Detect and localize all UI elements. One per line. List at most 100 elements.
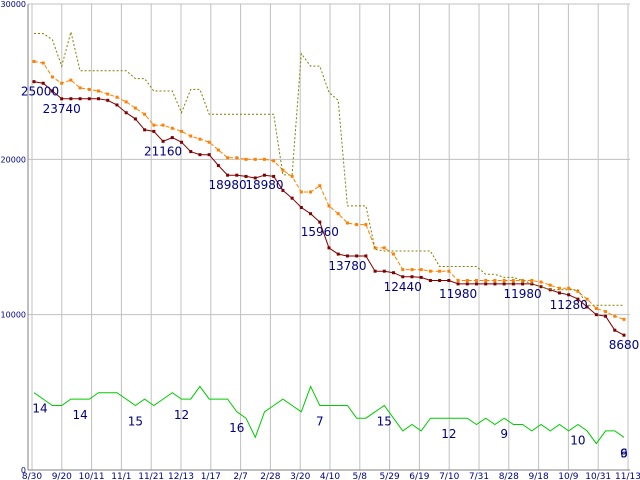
data-point (594, 306, 598, 310)
x-tick-label: 10/31 (585, 472, 611, 480)
data-point (198, 153, 202, 157)
data-point (87, 97, 91, 101)
x-tick-label: 6/19 (409, 472, 429, 480)
data-point (401, 268, 405, 272)
data-point (419, 275, 423, 279)
data-point (493, 282, 497, 286)
data-point (152, 129, 156, 133)
data-point (382, 246, 386, 250)
data-point (382, 269, 386, 273)
data-point (622, 333, 626, 337)
data-label: 12 (174, 408, 189, 422)
data-point (539, 280, 543, 284)
data-point (410, 275, 414, 279)
data-point (87, 87, 91, 91)
data-point (106, 98, 110, 102)
data-label: 25000 (21, 85, 59, 99)
data-label: 14 (72, 408, 87, 422)
data-point (143, 128, 147, 132)
data-label: 13780 (328, 259, 366, 273)
x-tick-label: 11/21 (138, 472, 164, 480)
data-label: 14 (32, 402, 47, 416)
data-point (604, 310, 608, 314)
data-point (401, 275, 405, 279)
data-point (78, 86, 82, 90)
data-point (124, 100, 128, 104)
data-label: 15 (128, 414, 143, 428)
data-point (299, 190, 303, 194)
data-point (290, 196, 294, 200)
data-point (539, 285, 543, 289)
data-point (309, 212, 313, 216)
data-point (133, 117, 137, 121)
data-label: 6 (620, 446, 628, 460)
data-label: 7 (316, 414, 324, 428)
x-tick-label: 10/11 (79, 472, 105, 480)
x-tick-label: 12/13 (168, 472, 194, 480)
data-label: 15 (377, 414, 392, 428)
data-point (604, 314, 608, 318)
data-point (345, 221, 349, 225)
data-point (198, 137, 202, 141)
x-tick-label: 11/13 (615, 472, 640, 480)
data-point (299, 205, 303, 209)
y-tick-label: 10000 (1, 311, 26, 320)
data-point (189, 150, 193, 154)
data-point (170, 126, 174, 130)
x-tick-label: 5/8 (353, 472, 368, 480)
data-label: 15960 (301, 225, 339, 239)
x-tick-label: 3/20 (290, 472, 310, 480)
data-label: 8680 (609, 338, 640, 352)
data-point (281, 188, 285, 192)
data-point (428, 269, 432, 273)
data-point (235, 173, 239, 177)
x-tick-label: 11/1 (111, 472, 131, 480)
data-point (207, 153, 211, 157)
data-label: 21160 (144, 144, 182, 158)
data-point (345, 254, 349, 258)
data-point (447, 269, 451, 273)
data-point (548, 283, 552, 287)
data-point (133, 106, 137, 110)
data-point (392, 252, 396, 256)
data-point (576, 289, 580, 293)
data-point (336, 252, 340, 256)
data-point (456, 278, 460, 282)
data-point (281, 168, 285, 172)
data-point (475, 278, 478, 282)
data-point (613, 314, 617, 318)
data-point (567, 293, 571, 297)
data-point (124, 111, 128, 115)
data-point (143, 112, 147, 116)
data-point (438, 278, 442, 282)
data-label: 11980 (504, 287, 542, 301)
y-tick-label: 0 (21, 466, 26, 475)
data-point (207, 140, 211, 144)
y-tick-label: 20000 (1, 155, 26, 164)
data-point (272, 174, 276, 178)
data-label: 18980 (209, 178, 247, 192)
data-point (97, 97, 101, 101)
data-point (69, 97, 73, 101)
data-point (60, 81, 64, 85)
data-point (567, 286, 571, 290)
data-point (318, 184, 322, 188)
data-point (115, 95, 119, 99)
data-point (465, 278, 469, 282)
data-point (290, 174, 294, 178)
x-tick-label: 8/28 (499, 472, 519, 480)
data-point (410, 268, 414, 272)
data-point (60, 97, 64, 101)
x-tick-label: 7/31 (469, 472, 489, 480)
data-point (226, 156, 230, 160)
data-point (373, 269, 377, 273)
data-label: 18980 (245, 178, 283, 192)
data-point (557, 286, 561, 290)
data-point (50, 89, 54, 93)
data-point (502, 282, 506, 286)
x-tick-label: 4/10 (320, 472, 340, 480)
data-label: 12 (441, 427, 456, 441)
